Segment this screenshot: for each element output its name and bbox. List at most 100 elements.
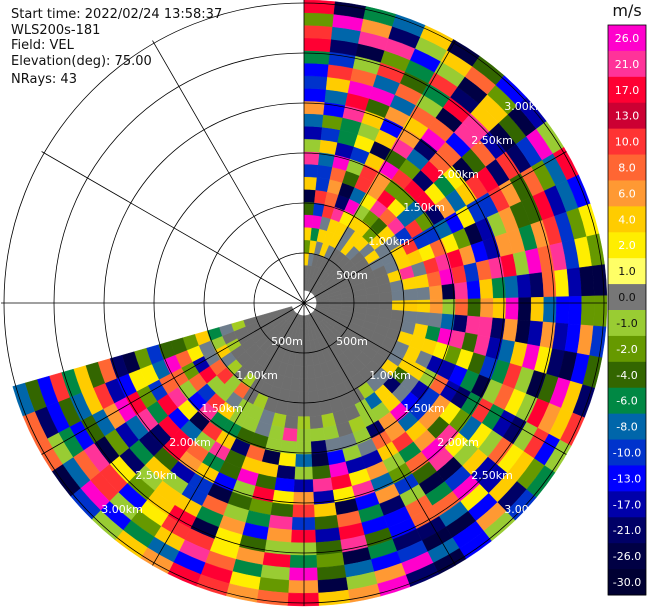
colorbar-tick-label: 17.0 xyxy=(615,84,640,97)
range-gate xyxy=(391,300,406,312)
range-gate xyxy=(303,62,329,78)
range-gate xyxy=(427,312,443,329)
range-gate xyxy=(303,176,318,191)
range-gate xyxy=(303,37,332,53)
colorbar-tick-label: -2.0 xyxy=(616,343,637,356)
range-gate xyxy=(477,316,494,338)
colorbar-swatch xyxy=(608,517,646,544)
range-ring-label: 2.50km xyxy=(471,134,513,147)
colorbar-tick-label: -4.0 xyxy=(616,369,637,382)
range-gate xyxy=(504,275,519,299)
range-ring-label: 1.00km xyxy=(236,369,278,382)
colorbar-swatch xyxy=(608,284,646,311)
range-ring-label: 1.50km xyxy=(403,201,445,214)
range-gate xyxy=(288,567,318,581)
colorbar-tick-label: -26.0 xyxy=(613,550,641,563)
colorbar-swatch xyxy=(608,50,646,78)
range-gate xyxy=(466,280,481,300)
colorbar-frame xyxy=(607,24,647,596)
colorbar-swatch xyxy=(608,387,646,415)
range-gate xyxy=(287,580,319,594)
range-gate xyxy=(505,297,519,321)
range-gate xyxy=(467,298,481,318)
range-ring-label: 1.50km xyxy=(403,402,445,415)
range-gate xyxy=(566,267,582,297)
colorbar-tick-label: 4.0 xyxy=(618,213,636,226)
colorbar-tick-label: 26.0 xyxy=(615,32,640,45)
range-gate xyxy=(429,299,444,315)
range-gate xyxy=(303,201,315,216)
colorbar-tick-label: -13.0 xyxy=(613,472,641,485)
range-gate xyxy=(309,415,324,430)
range-gate xyxy=(303,25,333,40)
range-gate xyxy=(554,269,570,298)
colorbar-tick-label: -10.0 xyxy=(613,447,641,460)
range-gate xyxy=(517,297,532,322)
range-ring-label: 2.50km xyxy=(135,469,177,482)
colorbar-tick-label: -8.0 xyxy=(616,421,637,434)
range-gate xyxy=(580,295,595,327)
range-gate xyxy=(454,298,469,317)
grid-layer xyxy=(1,0,607,606)
azimuth-spoke xyxy=(41,302,305,455)
range-gate xyxy=(307,377,318,392)
range-ring-label: 2.00km xyxy=(169,436,211,449)
azimuth-spoke xyxy=(152,302,305,566)
colorbar-unit: m/s xyxy=(612,1,641,20)
range-gate xyxy=(12,382,35,417)
range-gate xyxy=(303,88,327,103)
colorbar-tick-label: 0.0 xyxy=(618,291,636,304)
range-gate xyxy=(312,477,333,493)
range-gate xyxy=(403,288,418,301)
colorbar-tick-label: 2.0 xyxy=(618,239,636,252)
range-gate xyxy=(290,542,317,556)
range-gate xyxy=(287,592,319,607)
colorbar-tick-label: 10.0 xyxy=(615,136,640,149)
range-gate xyxy=(281,427,298,442)
range-gate xyxy=(283,414,299,430)
azimuth-spoke xyxy=(303,302,456,566)
range-ring-label: 2.50km xyxy=(471,469,513,482)
colorbar-tick-label: 1.0 xyxy=(618,265,636,278)
range-gate xyxy=(276,464,296,480)
colorbar-swatch xyxy=(608,76,646,104)
range-ring-label: 500m xyxy=(271,335,303,348)
range-gate xyxy=(303,50,331,65)
range-gate xyxy=(303,12,335,27)
instrument-name: WLS200s-181 xyxy=(11,23,101,38)
colorbar-swatch xyxy=(608,180,646,207)
range-gate xyxy=(530,296,545,323)
colorbar-tick-label: 8.0 xyxy=(618,162,636,175)
colorbar-swatch xyxy=(608,361,646,389)
range-ring-label: 3.00km xyxy=(101,503,143,516)
elevation-text: Elevation(deg): 75.00 xyxy=(11,54,152,69)
range-gate xyxy=(568,296,582,326)
range-ring-label: 500m xyxy=(336,269,368,282)
range-gate xyxy=(314,514,339,531)
colorbar-swatch xyxy=(608,335,646,363)
colorbar-tick-label: -30.0 xyxy=(613,576,641,589)
range-gate xyxy=(303,163,319,178)
range-gate xyxy=(303,113,324,128)
range-gate xyxy=(313,502,337,518)
colorbar-tick-label: 13.0 xyxy=(615,110,640,123)
colorbar-tick-label: 6.0 xyxy=(618,187,636,200)
azimuth-spoke xyxy=(303,151,567,304)
label-layer: 500m 1.00km 1.50km 2.00km 2.50km 3.00km 500m 1.… xyxy=(101,100,546,516)
colorbar-swatch xyxy=(608,310,646,337)
colorbar-swatch xyxy=(608,232,646,259)
range-gate xyxy=(303,214,314,228)
range-gate xyxy=(311,465,331,480)
range-gate xyxy=(309,427,326,442)
range-gate xyxy=(417,299,431,314)
colorbar-tick-label: -6.0 xyxy=(616,395,637,408)
range-gate xyxy=(555,296,570,325)
range-gate xyxy=(294,466,313,480)
colorbar-swatch xyxy=(608,206,646,233)
range-gate xyxy=(454,281,469,300)
range-gate xyxy=(293,479,314,493)
range-gate xyxy=(315,539,343,556)
colorbar-swatch xyxy=(608,154,646,181)
colorbar-swatch xyxy=(608,569,646,596)
